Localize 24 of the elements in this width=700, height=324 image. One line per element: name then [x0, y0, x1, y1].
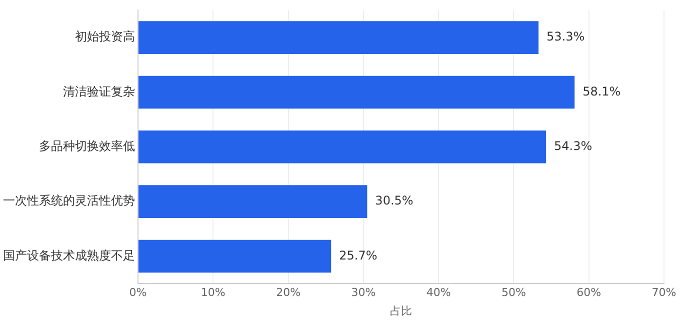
bar — [138, 76, 575, 109]
y-tick-label: 国产设备技术成熟度不足 — [3, 248, 135, 262]
x-tick-label: 70% — [652, 286, 676, 300]
x-tick-label: 20% — [276, 286, 301, 300]
x-tick-label: 50% — [501, 286, 526, 300]
data-label: 53.3% — [546, 30, 585, 44]
y-tick-label: 清洁验证复杂 — [63, 84, 135, 98]
data-label: 54.3% — [554, 139, 592, 154]
x-tick-label: 0% — [129, 286, 147, 300]
x-tick-label: 10% — [200, 286, 226, 300]
x-tick-label: 30% — [351, 286, 376, 300]
x-tick-label: 60% — [576, 286, 602, 300]
bar — [138, 21, 539, 54]
data-label: 30.5% — [375, 194, 414, 208]
bar — [138, 240, 332, 273]
y-tick-label: 初始投资高 — [75, 30, 135, 44]
x-axis-title: 占比 — [390, 304, 412, 318]
x-tick-label: 40% — [426, 286, 451, 300]
data-label: 25.7% — [339, 248, 378, 262]
y-tick-label: 一次性系统的灵活性优势 — [3, 194, 135, 208]
bar — [138, 130, 546, 164]
y-tick-label: 多品种切换效率低 — [39, 139, 135, 154]
bar — [138, 185, 368, 218]
data-label: 58.1% — [582, 84, 621, 98]
